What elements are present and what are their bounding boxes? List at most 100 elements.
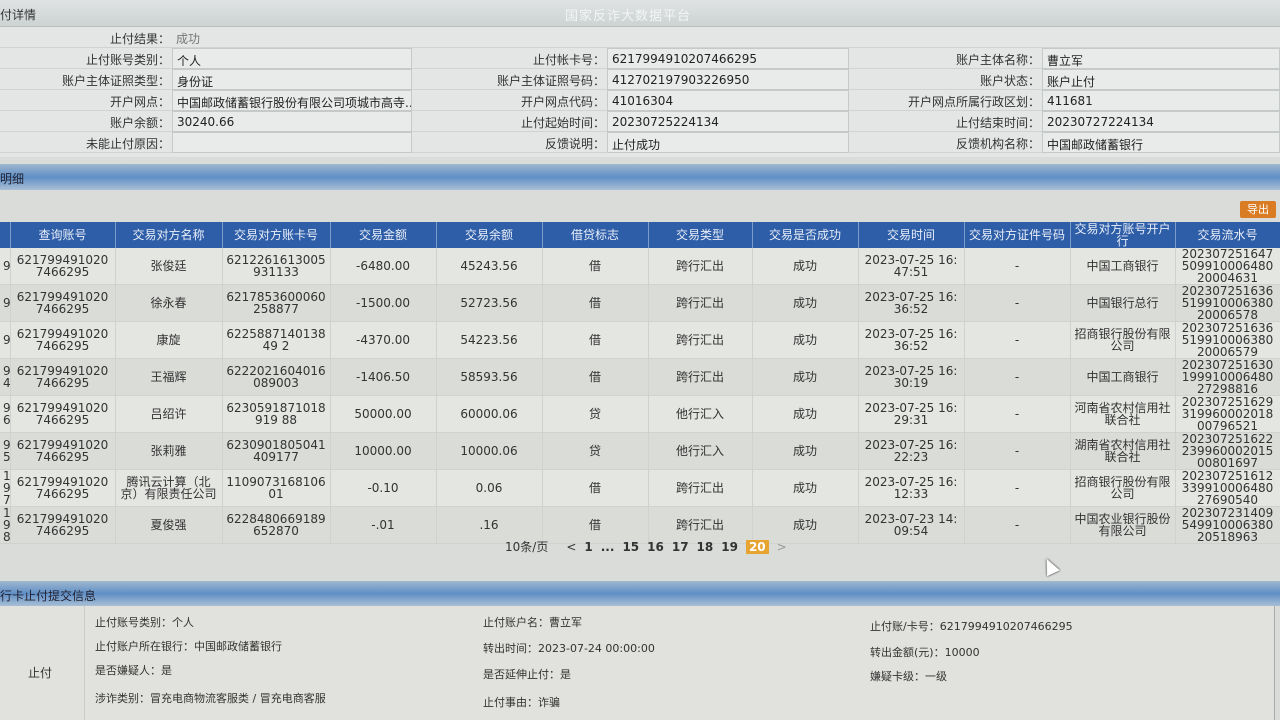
table-cell: 成功 [752,432,859,470]
page-button[interactable]: 1 [584,539,593,554]
table-cell: -1406.50 [330,358,437,396]
export-button[interactable]: 导出 [1240,201,1276,218]
table-cell: 19 7 [0,469,11,507]
submit-field: 止付事由：诈骗 [483,696,560,709]
table-cell: - [964,506,1071,544]
table-row[interactable]: 19 7 6217994910207466295 腾讯云计算（北京）有限责任公司 11… [0,469,1280,507]
table-cell: 54223.56 [436,321,543,359]
table-cell: 6217994910207466295 [10,506,116,544]
table-cell: -.01 [330,506,437,544]
table-cell: 58593.56 [436,358,543,396]
table-cell: 张俊廷 [115,248,223,285]
table-cell: 腾讯云计算（北京）有限责任公司 [115,469,223,507]
field-value: 20230727224134 [1042,111,1280,132]
table-cell: 借 [542,284,649,322]
field-value: 20230725224134 [607,111,849,132]
prev-page-button[interactable]: < [566,539,577,554]
table-cell: 中国银行总行 [1070,284,1176,322]
table-cell: 6228480669189652870 [222,506,331,544]
field-value: 中国邮政储蓄银行股份有限公司项城市高寺... [172,90,412,111]
field-label: 账户状态： [979,74,1040,88]
table-cell: 成功 [752,469,859,507]
table-cell: 徐永春 [115,284,223,322]
table-cell: 9 [0,284,11,322]
column-header: 借贷标志 [542,222,649,248]
page-button[interactable]: ... [600,539,615,554]
table-cell: 吕绍许 [115,395,223,433]
table-cell: 52723.56 [436,284,543,322]
table-cell: 他行汇入 [648,395,753,433]
column-header: 交易金额 [330,222,437,248]
table-cell: 9 [0,321,11,359]
info-row: 止付账号类别： 个人 止付帐卡号： 6217994910207466295 账户主体名称… [0,48,1280,69]
submit-info: 止付 止付账号类别：个人 止付账户所在银行：中国邮政储蓄银行 是否嫌疑人：是 涉诈类别… [0,606,1275,720]
field-label: 账户主体名称： [955,53,1040,67]
table-cell: 夏俊强 [115,506,223,544]
column-header: 交易是否成功 [752,222,859,248]
page-button[interactable]: 16 [647,539,664,554]
page-button[interactable]: 18 [696,539,714,554]
field-label: 账户余额： [109,116,170,130]
page-button[interactable]: 17 [671,539,689,554]
table-cell: - [964,358,1071,396]
mouse-cursor-icon [1040,555,1060,577]
field-label: 开户网点所属行政区划： [907,95,1040,109]
column-header: 查询账号 [10,222,116,248]
page-size-select[interactable]: 10条/页 [505,540,549,554]
table-row[interactable]: 9 6217994910207466295 张俊廷 62122616130059311… [0,248,1280,285]
field-value: 6217994910207466295 [607,48,849,69]
table-cell: - [964,469,1071,507]
table-cell: 2023-07-23 14:09:54 [858,506,965,544]
column-header [0,222,11,248]
submit-field: 止付账号类别：个人 [95,616,194,629]
column-header: 交易类型 [648,222,753,248]
table-cell: - [964,284,1071,322]
table-cell: 借 [542,248,649,285]
table-cell: - [964,321,1071,359]
table-cell: 2023-07-25 16:12:33 [858,469,965,507]
column-header: 交易对方账卡号 [222,222,331,248]
table-cell: 贷 [542,432,649,470]
field-label: 开户网点： [109,95,170,109]
table-cell: 2023-07-25 16:29:31 [858,395,965,433]
page-button[interactable]: 19 [721,539,738,554]
table-row[interactable]: 19 8 6217994910207466295 夏俊强 62284806691896… [0,506,1280,544]
next-page-button[interactable]: > [776,539,787,554]
page-button[interactable]: 15 [622,539,640,554]
field-value: 止付成功 [607,132,849,153]
table-cell: 他行汇入 [648,432,753,470]
table-row[interactable]: 9 6217994910207466295 徐永春 62178536000602588… [0,284,1280,322]
table-cell: 6217994910207466295 [10,248,116,285]
table-row[interactable]: 9 5 6217994910207466295 张莉雅 623090180504140… [0,432,1280,470]
table-cell: 0.06 [436,469,543,507]
table-row[interactable]: 9 6 6217994910207466295 吕绍许 623059187101891… [0,395,1280,433]
submit-field: 转出时间：2023-07-24 00:00:00 [483,642,655,655]
table-cell: 成功 [752,395,859,433]
table-cell: 成功 [752,321,859,359]
info-row: 未能止付原因： 反馈说明： 止付成功 反馈机构名称： 中国邮政储蓄银行 [0,132,1280,153]
table-cell: 2023-07-25 16:47:51 [858,248,965,285]
table-cell: 622588714013849 2 [222,321,331,359]
table-cell: 招商银行股份有限公司 [1070,469,1176,507]
submit-field: 转出金额(元)：10000 [870,646,980,659]
table-cell: 跨行汇出 [648,248,753,285]
table-cell: 10000.06 [436,432,543,470]
table-cell: -4370.00 [330,321,437,359]
field-label: 反馈机构名称： [955,137,1040,151]
table-cell: 2023-07-25 16:22:23 [858,432,965,470]
section-title: 行卡止付提交信息 [0,589,97,603]
table-row[interactable]: 9 4 6217994910207466295 王福辉 622202160401608… [0,358,1280,396]
table-cell: 中国农业银行股份有限公司 [1070,506,1176,544]
table-cell: 湖南省农村信用社联合社 [1070,432,1176,470]
column-header: 交易对方证件号码 [964,222,1071,248]
column-header: 交易对方账号开户行 [1070,222,1176,248]
table-row[interactable]: 9 6217994910207466295 康旋 622588714013849 2-… [0,321,1280,359]
submit-field: 止付账户所在银行：中国邮政储蓄银行 [95,640,282,653]
page-button[interactable]: 20 [745,539,769,554]
table-cell: 河南省农村信用社联合社 [1070,395,1176,433]
detail-section-header: 明细 [0,164,1280,190]
submit-field: 止付账户名：曹立军 [483,616,582,629]
section-title: 明细 [0,172,25,186]
field-value: 41016304 [607,90,849,111]
table-cell: 6222021604016089003 [222,358,331,396]
